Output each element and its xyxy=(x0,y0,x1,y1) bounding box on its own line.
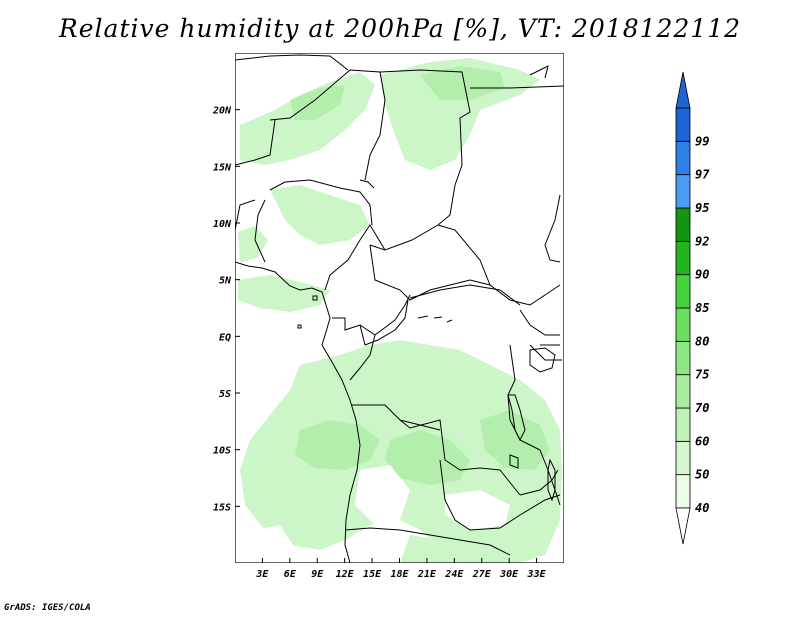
border-mali-niger xyxy=(235,119,276,166)
country-borders xyxy=(235,54,564,563)
colorbar-bin-50-60 xyxy=(675,440,691,476)
lon-tick-label-5: 18E xyxy=(390,569,409,580)
lon-tick-label-4: 15E xyxy=(363,569,382,580)
lon-tick-label-1: 6E xyxy=(284,569,297,580)
border-chad-sudan xyxy=(437,224,491,286)
humidity-patch-south-edge xyxy=(400,535,480,563)
colorbar-bin-85-90 xyxy=(675,274,691,309)
border-nigeria-cameroon xyxy=(324,224,386,291)
latitude-axis: 20N 15N 10N 5N EQ 5S 10S 15S xyxy=(212,106,240,513)
colorbar-bin-60-70 xyxy=(675,407,691,442)
border-niger-nigeria xyxy=(269,179,373,226)
lon-tick-label-9: 30E xyxy=(499,569,519,580)
lat-tick-label-3: 5N xyxy=(219,276,232,287)
map-title: Relative humidity at 200hPa [%], VT: 201… xyxy=(58,14,742,43)
colorbar-label-75: 75 xyxy=(695,368,709,382)
map-plot-area xyxy=(235,53,564,563)
gulf-of-guinea-island-2 xyxy=(297,324,302,329)
lat-tick-label-0: 20N xyxy=(212,106,232,117)
colorbar-bin-75-80 xyxy=(675,340,691,376)
lon-tick-label-8: 27E xyxy=(472,569,492,580)
colorbar-bin-80-85 xyxy=(675,307,691,342)
colorbar-low-cap xyxy=(675,507,691,545)
lon-tick-label-10: 33E xyxy=(527,569,547,580)
lat-tick-label-2: 10N xyxy=(213,219,232,230)
humidity-patch-gulf xyxy=(238,275,330,312)
humidity-field-clear-areas xyxy=(255,465,510,563)
colorbar-bin-92-95 xyxy=(675,207,691,242)
border-drc-uganda xyxy=(519,309,560,336)
lake-malawi xyxy=(547,458,556,502)
border-kenya xyxy=(529,344,562,361)
grads-credit: GrADS: IGES/COLA xyxy=(4,603,91,613)
colorbar-label-70: 70 xyxy=(695,401,709,415)
border-car xyxy=(369,244,561,306)
colorbar-label-97: 97 xyxy=(695,168,710,182)
lon-tick-label-2: 9E xyxy=(311,569,324,580)
border-morocco-algeria xyxy=(235,54,349,71)
humidity-patch-dense-2 xyxy=(385,430,470,485)
humidity-patch-dense-4 xyxy=(420,66,505,100)
colorbar-label-60: 60 xyxy=(695,434,709,448)
colorbar-label-92: 92 xyxy=(695,234,709,248)
border-drc-east xyxy=(507,344,541,451)
red-sea-coast xyxy=(529,65,549,79)
humidity-patch-dense-3 xyxy=(480,410,550,470)
colorbar-bin-90-92 xyxy=(675,240,691,276)
border-congo-drc-river xyxy=(359,299,409,346)
colorbar-label-40: 40 xyxy=(695,501,709,515)
lon-tick-label-3: 12E xyxy=(336,569,355,580)
border-zambia xyxy=(439,459,561,531)
lake-mweru xyxy=(509,454,519,469)
nile-delta-coast xyxy=(359,179,375,189)
colorbar-high-cap xyxy=(675,71,691,109)
border-gabon-congo xyxy=(332,317,376,381)
colorbar-label-90: 90 xyxy=(695,268,709,282)
colorbar-label-80: 80 xyxy=(695,334,709,348)
gulf-of-guinea-island-1 xyxy=(312,295,318,301)
clear-area-2 xyxy=(445,490,510,530)
colorbar-bin-40-50 xyxy=(675,474,691,509)
congo-river-dashes xyxy=(417,315,453,323)
colorbar-bin-99-100 xyxy=(675,107,691,142)
colorbar-label-85: 85 xyxy=(695,301,709,315)
colorbar-bin-70-75 xyxy=(675,374,691,409)
colorbar-label-95: 95 xyxy=(695,201,709,215)
humidity-patch-dense-5 xyxy=(290,85,345,120)
border-west-coast-states xyxy=(235,199,266,263)
border-drc-car-north xyxy=(409,284,521,306)
lat-tick-label-1: 15N xyxy=(213,162,232,173)
colorbar-bin-97-99 xyxy=(675,140,691,176)
lat-tick-label-7: 15S xyxy=(213,502,231,513)
lake-tanganyika xyxy=(507,394,526,442)
longitude-axis: 3E 6E 9E 12E 15E 18E 21E 24E 27E 30E 33E xyxy=(255,558,547,580)
humidity-patch-sahel xyxy=(270,185,370,245)
lat-tick-label-4: EQ xyxy=(219,332,231,343)
lat-tick-label-5: 5S xyxy=(219,389,231,400)
lon-tick-label-7: 24E xyxy=(444,569,464,580)
border-drc-angola xyxy=(352,404,521,496)
border-angola-namibia xyxy=(344,527,511,556)
colorbar-label-99: 99 xyxy=(695,134,709,148)
lon-tick-label-6: 21E xyxy=(417,569,437,580)
border-niger-chad xyxy=(369,69,471,251)
border-sudan-egypt xyxy=(470,85,564,89)
colorbar: 40 50 60 70 75 80 85 90 92 95 97 99 xyxy=(675,71,710,545)
clear-area-1 xyxy=(355,465,410,525)
border-angola-drc-east xyxy=(399,419,441,431)
colorbar-label-50: 50 xyxy=(695,468,709,482)
coastline-west-africa xyxy=(235,261,361,563)
colorbar-bin-95-97 xyxy=(675,174,691,209)
lon-tick-label-0: 3E xyxy=(255,569,269,580)
lake-victoria xyxy=(529,347,556,373)
lat-tick-label-6: 10S xyxy=(213,446,231,457)
border-sudan-east xyxy=(544,194,561,263)
clear-area-3 xyxy=(255,525,295,563)
